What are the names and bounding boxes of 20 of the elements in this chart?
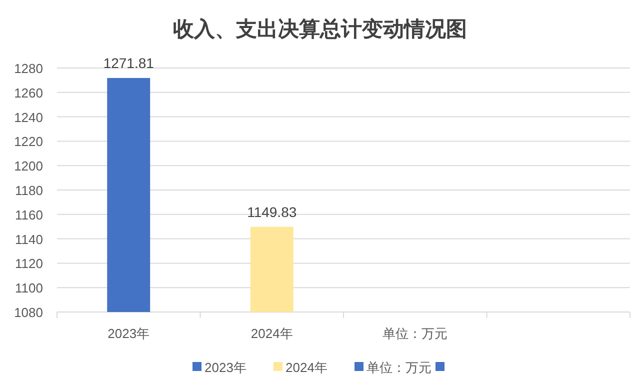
- data-label: 1149.83: [247, 204, 297, 220]
- y-tick-label: 1280: [14, 61, 43, 76]
- y-tick-label: 1220: [14, 134, 43, 150]
- x-tick-label: 2024年: [250, 326, 293, 341]
- y-tick-label: 1180: [15, 183, 43, 198]
- y-tick-label: 1100: [15, 280, 43, 296]
- legend-label: 2024年: [286, 360, 328, 375]
- x-tick-label: 单位：万元: [382, 326, 448, 341]
- y-tick-label: 1080: [14, 305, 43, 320]
- y-tick-label: 1140: [15, 232, 43, 247]
- legend-label: 2023年: [204, 360, 246, 375]
- chart-title: 收入、支出决算总计变动情况图: [173, 17, 467, 41]
- y-tick-label: 1200: [14, 158, 43, 174]
- y-tick-label: 1240: [14, 110, 43, 125]
- y-tick-label: 1160: [15, 207, 43, 222]
- y-tick-label: 1120: [15, 256, 43, 272]
- x-tick-label: 2023年: [108, 326, 150, 341]
- legend-label: 单位：万元: [366, 360, 432, 375]
- y-tick-label: 1260: [14, 85, 43, 100]
- data-label: 1271.81: [103, 54, 154, 71]
